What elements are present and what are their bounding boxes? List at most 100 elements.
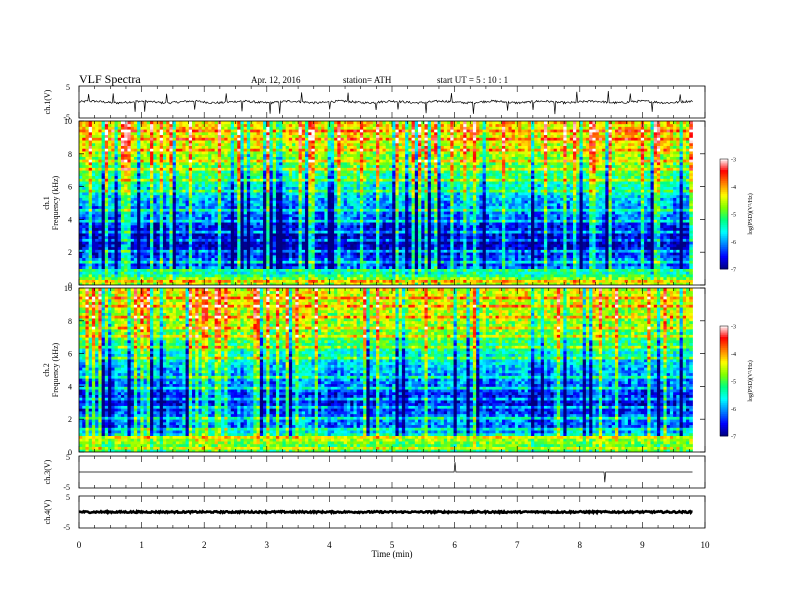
spectrogram-cell (250, 274, 254, 278)
spectrogram-cell (653, 263, 658, 267)
spectrogram-cell (472, 244, 477, 248)
spectrogram-cell (379, 257, 383, 261)
spectrogram-cell (589, 249, 593, 253)
spectrogram-cell (453, 263, 458, 267)
spectrogram-cell (201, 260, 206, 264)
spectrogram-cell (640, 249, 645, 253)
spectrogram-cell (424, 235, 429, 239)
spectrogram-cell (485, 257, 490, 261)
spectrogram-cell (566, 244, 571, 248)
spectrogram-cell (346, 257, 351, 261)
spectrogram-cell (624, 271, 629, 275)
spectrogram-cell (195, 244, 199, 248)
spectrogram-cell (385, 227, 390, 231)
spectrogram-cell (327, 254, 332, 259)
spectrogram-cell (246, 244, 251, 248)
spectrogram-cell (88, 213, 93, 218)
spectrogram-cell (166, 279, 170, 283)
spectrogram-cell (321, 282, 325, 285)
spectrogram-cell (369, 246, 374, 250)
spectrogram-cell (511, 249, 516, 253)
spectrogram-cell (576, 244, 580, 248)
spectrogram-cell (175, 224, 180, 228)
spectrogram-cell (576, 222, 580, 226)
spectrogram-cell (569, 244, 574, 248)
spectrogram-cell (385, 224, 390, 228)
spectrogram-cell (608, 268, 613, 272)
spectrogram-cell (608, 246, 613, 250)
spectrogram-cell (201, 246, 206, 250)
spectrogram-cell (137, 268, 141, 272)
spectrogram-cell (498, 265, 503, 269)
spectrogram-cell (485, 254, 490, 259)
spectrogram-cell (114, 276, 119, 280)
spectrogram-cell (311, 252, 316, 256)
spectrogram-cell (104, 257, 109, 261)
spectrogram-cell (631, 249, 635, 253)
spectrogram-cell (434, 268, 438, 272)
spectrogram-cell (188, 257, 193, 261)
spectrogram-cell (673, 219, 677, 223)
spectrogram-cell (301, 222, 306, 226)
spectrogram-cell (146, 213, 151, 218)
spectrogram-cell (156, 246, 161, 250)
spectrogram-cell (353, 279, 358, 283)
spectrogram-cell (414, 230, 419, 234)
spectrogram-cell (624, 279, 629, 283)
spectrogram-cell (356, 276, 361, 280)
spectrogram-cell (414, 222, 419, 226)
spectrogram-cell (543, 271, 548, 275)
spectrogram-cell (233, 274, 238, 278)
spectrogram-cell (456, 254, 461, 259)
spectrogram-cell (198, 246, 203, 250)
spectrogram-cell (576, 227, 580, 231)
spectrogram-cell (114, 241, 119, 245)
spectrogram-cell (120, 249, 125, 253)
spectrogram-cell (379, 271, 383, 275)
spectrogram-cell (156, 233, 161, 237)
spectrogram-cell (150, 238, 154, 242)
spectrogram-cell (137, 219, 141, 223)
spectrogram-cell (543, 252, 548, 256)
spectrogram-cell (392, 235, 396, 239)
spectrogram-cell (405, 227, 409, 231)
spectrogram-cell (114, 233, 119, 237)
spectrogram-cell (540, 224, 545, 228)
spectrogram-cell (124, 249, 128, 253)
spectrogram-cell (514, 216, 519, 220)
spectrogram-cell (469, 249, 474, 253)
spectrogram-cell (179, 252, 183, 256)
spectrogram-cell (376, 254, 380, 259)
spectrogram-cell (453, 227, 458, 231)
spectrogram-cell (527, 227, 532, 231)
spectrogram-cell (198, 265, 203, 269)
spectrogram-cell (240, 244, 245, 248)
spectrogram-empty-region (692, 121, 705, 285)
spectrogram-cell (543, 233, 548, 237)
spectrogram-cell (663, 254, 668, 259)
spectrogram-cell (263, 252, 267, 256)
spectrogram-cell (392, 252, 396, 256)
spectrogram-cell (663, 274, 668, 278)
spectrogram-cell (185, 282, 190, 285)
spectrogram-cell (111, 244, 115, 248)
spectrogram-cell (95, 227, 99, 231)
spectrogram-cell (418, 271, 422, 275)
spectrogram-cell (259, 213, 264, 218)
spectrogram-cell (314, 246, 319, 250)
spectrogram-cell (589, 282, 593, 285)
spectrogram-cell (634, 249, 638, 253)
spectrogram-cell (644, 227, 648, 231)
spectrogram-cell (434, 246, 438, 250)
spectrogram-cell (595, 257, 600, 261)
spectrogram-cell (292, 224, 296, 228)
spectrogram-cell (350, 235, 354, 239)
spectrogram-cell (214, 216, 219, 220)
spectrogram-cell (585, 216, 590, 220)
spectrogram-cell (560, 271, 564, 275)
spectrogram-cell (679, 230, 684, 234)
spectrogram-cell (398, 268, 403, 272)
spectrogram-cell (563, 271, 567, 275)
spectrogram-cell (640, 252, 645, 256)
spectrogram-cell (508, 227, 513, 231)
